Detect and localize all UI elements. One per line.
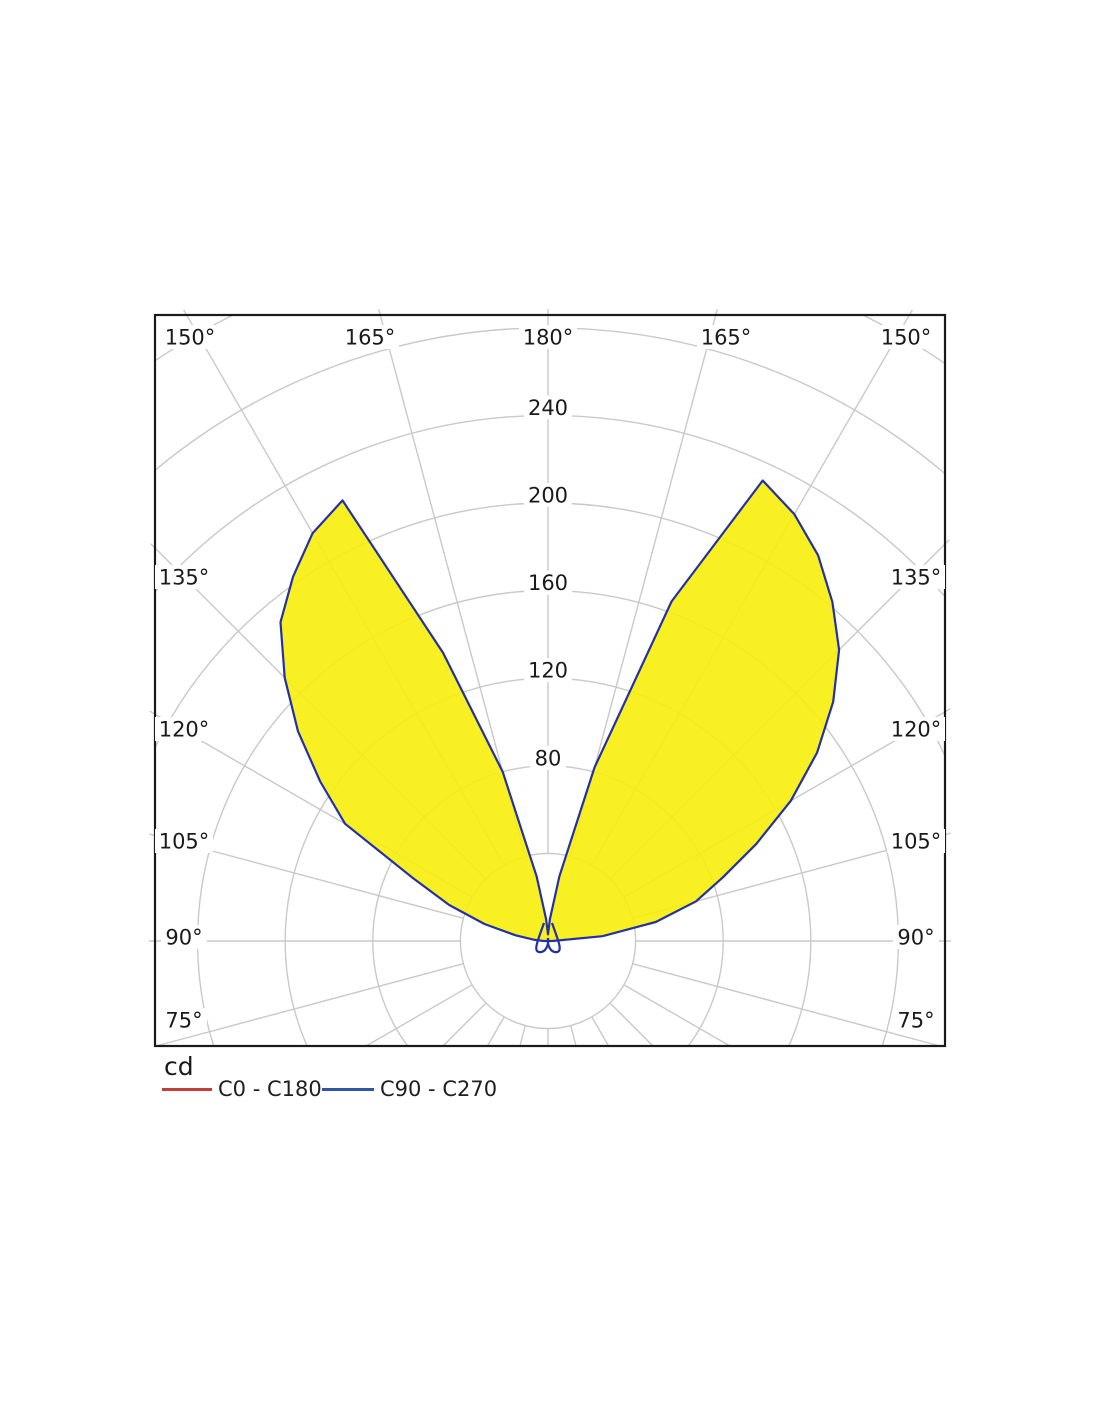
svg-text:105°: 105° [159, 830, 210, 854]
svg-text:200: 200 [528, 484, 568, 508]
legend-entry-c90-c270: C90 - C270 [380, 1077, 498, 1101]
c90-c270-curve [279, 479, 841, 943]
svg-text:75°: 75° [897, 1009, 934, 1033]
svg-text:120: 120 [528, 659, 568, 683]
origin-knot [535, 922, 561, 954]
svg-text:105°: 105° [891, 830, 942, 854]
svg-text:80: 80 [535, 746, 562, 770]
svg-text:135°: 135° [891, 566, 942, 590]
svg-text:150°: 150° [165, 326, 216, 350]
legend-entry-c0-c180: C0 - C180 [218, 1077, 322, 1101]
svg-text:90°: 90° [897, 926, 934, 950]
svg-text:75°: 75° [165, 1009, 202, 1033]
legend-swatch-c0-c180 [162, 1088, 212, 1091]
svg-text:135°: 135° [159, 566, 210, 590]
plot-border [153, 313, 947, 1048]
svg-text:165°: 165° [345, 326, 396, 350]
svg-text:90°: 90° [165, 926, 202, 950]
legend-swatch-c90-c270 [322, 1088, 374, 1091]
svg-text:160: 160 [528, 571, 568, 595]
svg-text:240: 240 [528, 396, 568, 420]
svg-text:180°: 180° [523, 326, 574, 350]
svg-text:120°: 120° [159, 718, 210, 742]
svg-text:120°: 120° [891, 718, 942, 742]
legend-unit-label: cd [164, 1052, 194, 1081]
axis-labels: 150° 165° 180° 165° 150° 135° 120° 105° 90° 75° 13… [155, 325, 945, 1033]
svg-text:165°: 165° [701, 326, 752, 350]
svg-text:150°: 150° [881, 326, 932, 350]
